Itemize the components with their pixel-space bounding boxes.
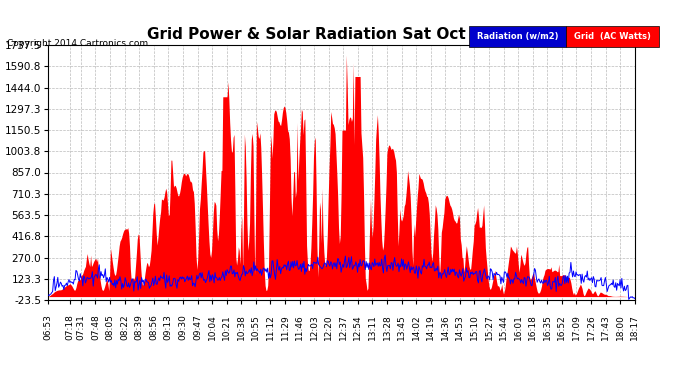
Text: 12:20: 12:20 — [324, 314, 333, 340]
Text: 16:18: 16:18 — [529, 314, 538, 340]
Text: 08:39: 08:39 — [135, 314, 144, 340]
Text: 08:56: 08:56 — [149, 314, 158, 340]
Title: Grid Power & Solar Radiation Sat Oct 4 18:28: Grid Power & Solar Radiation Sat Oct 4 1… — [147, 27, 536, 42]
Text: 13:11: 13:11 — [368, 314, 377, 340]
Text: 15:27: 15:27 — [484, 314, 493, 340]
Text: 06:53: 06:53 — [44, 314, 53, 340]
Text: 13:45: 13:45 — [397, 314, 406, 340]
Text: 18:17: 18:17 — [630, 314, 640, 340]
Text: 08:05: 08:05 — [106, 314, 115, 340]
Text: 09:47: 09:47 — [193, 314, 202, 340]
Text: Copyright 2014 Cartronics.com: Copyright 2014 Cartronics.com — [7, 39, 148, 48]
Text: 13:28: 13:28 — [382, 314, 391, 340]
Text: 17:26: 17:26 — [586, 314, 595, 340]
Text: 17:09: 17:09 — [572, 314, 581, 340]
Text: 15:10: 15:10 — [470, 314, 479, 340]
Text: 16:01: 16:01 — [513, 314, 523, 340]
Text: 10:38: 10:38 — [237, 314, 246, 340]
Text: 12:03: 12:03 — [310, 314, 319, 340]
Text: 14:19: 14:19 — [426, 314, 435, 340]
Text: 16:52: 16:52 — [558, 314, 566, 340]
Text: 08:22: 08:22 — [120, 314, 129, 340]
Text: Radiation (w/m2): Radiation (w/m2) — [477, 32, 558, 41]
Text: 10:55: 10:55 — [251, 314, 260, 340]
Text: 07:31: 07:31 — [77, 314, 86, 340]
Text: 09:13: 09:13 — [164, 314, 173, 340]
Text: 12:37: 12:37 — [339, 314, 348, 340]
Text: 12:54: 12:54 — [353, 314, 362, 340]
Text: 10:21: 10:21 — [222, 314, 231, 340]
Text: 18:00: 18:00 — [615, 314, 624, 340]
Text: 09:30: 09:30 — [179, 314, 188, 340]
Text: 11:46: 11:46 — [295, 314, 304, 340]
Text: 14:02: 14:02 — [412, 314, 421, 340]
Text: 17:43: 17:43 — [601, 314, 610, 340]
Text: 11:29: 11:29 — [280, 314, 290, 340]
Text: 11:12: 11:12 — [266, 314, 275, 340]
Text: Grid  (AC Watts): Grid (AC Watts) — [574, 32, 651, 41]
Text: 07:18: 07:18 — [66, 314, 75, 340]
Text: 14:53: 14:53 — [455, 314, 464, 340]
Text: 14:36: 14:36 — [441, 314, 450, 340]
Text: 10:04: 10:04 — [208, 314, 217, 340]
Text: 16:35: 16:35 — [543, 314, 552, 340]
Text: 07:48: 07:48 — [91, 314, 100, 340]
Text: 15:44: 15:44 — [499, 314, 508, 340]
